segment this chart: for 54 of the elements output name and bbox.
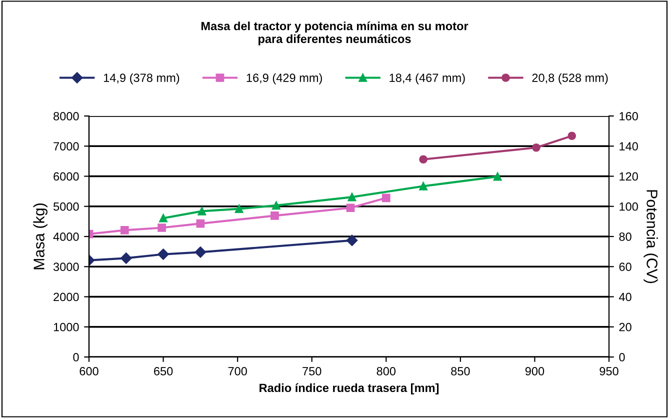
point — [346, 204, 355, 212]
point — [234, 204, 244, 213]
point — [382, 194, 390, 202]
y2-tick-label: 40 — [618, 292, 632, 302]
y-tick-label: 1000 — [54, 322, 79, 332]
y2-tick-label: 60 — [619, 262, 632, 272]
point — [348, 192, 356, 202]
point — [196, 219, 205, 228]
y2-tick-label: 160 — [620, 112, 638, 120]
point — [194, 246, 206, 258]
y-tick-label: 3000 — [53, 262, 79, 272]
point — [158, 224, 166, 232]
y2-tick-label: 100 — [620, 202, 638, 211]
point — [346, 234, 358, 246]
point — [270, 212, 279, 220]
point — [532, 143, 540, 152]
x-tick-label: 650 — [154, 367, 173, 376]
x-tick-label: 950 — [600, 367, 618, 376]
y2-tick-label: 20 — [619, 322, 632, 332]
point — [198, 207, 206, 216]
point — [159, 214, 168, 222]
y-tick-label: 4000 — [53, 232, 79, 241]
y2-tick-label: 80 — [619, 232, 632, 241]
point — [419, 182, 428, 190]
y2-tick-label: 0 — [619, 353, 625, 362]
y-tick-label: 5000 — [53, 202, 79, 211]
legend-label: 14,9 (378 mm) — [104, 73, 180, 84]
x-axis-title: Radio índice rueda trasera [mm] — [260, 383, 439, 394]
chart-title: Masa del tractor y potencia mínima en su motor para diferentes neumáticos — [201, 21, 468, 46]
y-tick-label: 6000 — [54, 172, 79, 181]
y-tick-label: 8000 — [54, 112, 79, 120]
y2-axis-title: Potencia (CV) — [644, 190, 658, 284]
x-tick-label: 850 — [451, 367, 470, 376]
y-axis-title: Masa (kg) — [33, 203, 48, 270]
point — [493, 172, 502, 181]
legend-label: 18,4 (467 mm) — [390, 73, 465, 84]
legend-label: 16,9 (429 mm) — [246, 73, 322, 84]
point — [120, 252, 132, 264]
y-tick-label: 2000 — [54, 292, 79, 302]
legend-label: 20,8 (528 mm) — [532, 73, 608, 84]
point — [120, 226, 129, 234]
y-tick-label: 7000 — [54, 142, 79, 151]
y2-tick-label: 140 — [620, 142, 638, 151]
point — [158, 248, 169, 260]
x-tick-label: 900 — [525, 367, 544, 376]
y2-tick-label: 120 — [620, 172, 638, 181]
point — [419, 155, 428, 164]
x-tick-label: 750 — [302, 367, 322, 376]
x-tick-label: 800 — [376, 367, 396, 376]
x-tick-label: 600 — [80, 367, 98, 376]
point — [568, 132, 576, 140]
x-tick-label: 700 — [228, 367, 247, 376]
point — [272, 201, 280, 210]
y-tick-label: 0 — [73, 353, 79, 362]
